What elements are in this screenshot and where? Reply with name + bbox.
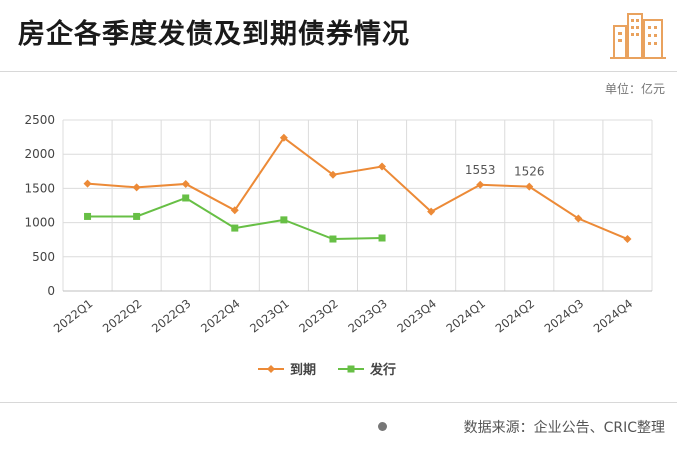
data-point-0: [279, 133, 288, 142]
data-point-0: [328, 170, 337, 179]
y-tick-label: 2500: [24, 113, 55, 127]
data-point-1: [329, 235, 337, 243]
data-point-1: [182, 194, 190, 202]
x-tick-label: 2023Q2: [296, 296, 341, 335]
data-point-0: [83, 179, 92, 188]
data-point-1: [280, 216, 288, 224]
data-point-1: [378, 234, 386, 242]
x-tick-label: 2023Q1: [247, 296, 292, 335]
series-line-1: [87, 196, 383, 241]
data-label: 1553: [465, 163, 496, 177]
building-logo-icon: [610, 13, 666, 59]
y-tick-label: 2000: [24, 147, 55, 161]
data-point-0: [132, 183, 141, 192]
series-line-0: [87, 136, 628, 240]
unit-label: 单位：亿元: [604, 82, 665, 96]
y-tick-label: 1000: [24, 216, 55, 230]
y-tick-label: 1500: [24, 181, 55, 195]
chart-title: 房企各季度发债及到期债券情况: [18, 19, 410, 50]
legend-label: 到期: [290, 363, 316, 378]
data-point-0: [230, 206, 239, 215]
footer-divider: [0, 402, 677, 403]
x-tick-label: 2024Q4: [591, 296, 636, 335]
data-point-0: [623, 235, 632, 244]
data-point-0: [181, 179, 190, 188]
y-tick-label: 500: [32, 250, 55, 264]
header-divider: [0, 71, 677, 72]
data-point-0: [525, 182, 534, 191]
legend-label: 发行: [369, 362, 396, 378]
data-point-0: [378, 162, 387, 171]
x-tick-label: 2023Q3: [345, 296, 390, 335]
data-point-0: [574, 214, 583, 223]
x-tick-label: 2022Q1: [51, 296, 96, 335]
legend-marker: [347, 365, 355, 373]
data-point-1: [231, 224, 239, 232]
x-tick-label: 2022Q2: [100, 296, 145, 335]
x-tick-label: 2024Q1: [443, 296, 488, 335]
data-point-0: [427, 207, 436, 216]
y-tick-label: 0: [47, 284, 55, 298]
x-tick-label: 2024Q3: [542, 296, 587, 335]
x-tick-label: 2023Q4: [394, 296, 439, 335]
x-tick-label: 2022Q4: [198, 296, 243, 335]
x-tick-label: 2024Q2: [493, 296, 538, 335]
source-note: 数据来源：企业公告、CRIC整理: [463, 420, 665, 436]
legend-marker: [267, 365, 275, 373]
data-point-1: [84, 212, 92, 220]
data-point-1: [133, 212, 141, 220]
x-tick-label: 2022Q3: [149, 296, 194, 335]
data-label: 1526: [514, 165, 545, 179]
source-bullet-icon: [378, 422, 387, 431]
data-point-0: [476, 180, 485, 189]
